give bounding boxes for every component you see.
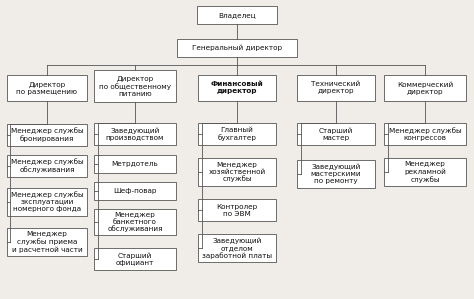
FancyBboxPatch shape bbox=[177, 39, 297, 57]
FancyBboxPatch shape bbox=[384, 75, 466, 101]
Text: Контролер
по ЭВМ: Контролер по ЭВМ bbox=[216, 204, 258, 216]
Text: Менеджер службы
эксплуатации
номерного фонда: Менеджер службы эксплуатации номерного ф… bbox=[10, 192, 83, 212]
FancyBboxPatch shape bbox=[94, 155, 176, 173]
FancyBboxPatch shape bbox=[198, 234, 276, 262]
FancyBboxPatch shape bbox=[94, 248, 176, 270]
Text: Коммерческий
директор: Коммерческий директор bbox=[397, 81, 453, 95]
Text: Финансовый
директор: Финансовый директор bbox=[210, 82, 264, 94]
FancyBboxPatch shape bbox=[197, 6, 277, 24]
FancyBboxPatch shape bbox=[94, 123, 176, 145]
Text: Заведующий
отделом
заработной платы: Заведующий отделом заработной платы bbox=[202, 237, 272, 259]
FancyBboxPatch shape bbox=[297, 75, 375, 101]
FancyBboxPatch shape bbox=[94, 70, 176, 102]
Text: Генеральный директор: Генеральный директор bbox=[192, 45, 282, 51]
Text: Менеджер службы
бронирования: Менеджер службы бронирования bbox=[10, 128, 83, 142]
Text: Шеф-повар: Шеф-повар bbox=[113, 188, 157, 194]
FancyBboxPatch shape bbox=[297, 123, 375, 145]
Text: Заведующий
мастерскими
по ремонту: Заведующий мастерскими по ремонту bbox=[310, 164, 361, 184]
Text: Заведующий
производством: Заведующий производством bbox=[106, 127, 164, 141]
Text: Старший
мастер: Старший мастер bbox=[319, 127, 353, 141]
FancyBboxPatch shape bbox=[198, 123, 276, 145]
FancyBboxPatch shape bbox=[297, 160, 375, 188]
FancyBboxPatch shape bbox=[7, 228, 87, 256]
Text: Менеджер
банкетного
обслуживания: Менеджер банкетного обслуживания bbox=[107, 211, 163, 233]
Text: Менеджер
рекламной
службы: Менеджер рекламной службы bbox=[404, 161, 446, 183]
Text: Менеджер службы
обслуживания: Менеджер службы обслуживания bbox=[10, 158, 83, 173]
FancyBboxPatch shape bbox=[198, 75, 276, 101]
Text: Менеджер
службы приема
и расчетной части: Менеджер службы приема и расчетной части bbox=[12, 231, 82, 253]
FancyBboxPatch shape bbox=[94, 182, 176, 200]
Text: Главный
бухгалтер: Главный бухгалтер bbox=[218, 127, 256, 141]
FancyBboxPatch shape bbox=[384, 123, 466, 145]
Text: Старший
официант: Старший официант bbox=[116, 252, 154, 266]
Text: Метрдотель: Метрдотель bbox=[111, 161, 158, 167]
FancyBboxPatch shape bbox=[94, 209, 176, 235]
FancyBboxPatch shape bbox=[198, 158, 276, 186]
Text: Директор
по общественному
питанию: Директор по общественному питанию bbox=[99, 75, 171, 97]
Text: Менеджер службы
конгрессов: Менеджер службы конгрессов bbox=[389, 127, 461, 141]
FancyBboxPatch shape bbox=[384, 158, 466, 186]
Text: Менеджер
хозяйственной
службы: Менеджер хозяйственной службы bbox=[209, 161, 265, 182]
FancyBboxPatch shape bbox=[7, 124, 87, 146]
FancyBboxPatch shape bbox=[7, 75, 87, 101]
FancyBboxPatch shape bbox=[198, 199, 276, 221]
Text: Технический
директор: Технический директор bbox=[311, 82, 361, 94]
FancyBboxPatch shape bbox=[7, 188, 87, 216]
FancyBboxPatch shape bbox=[7, 155, 87, 177]
Text: Владелец: Владелец bbox=[218, 12, 256, 18]
Text: Директор
по размещению: Директор по размещению bbox=[17, 81, 78, 94]
